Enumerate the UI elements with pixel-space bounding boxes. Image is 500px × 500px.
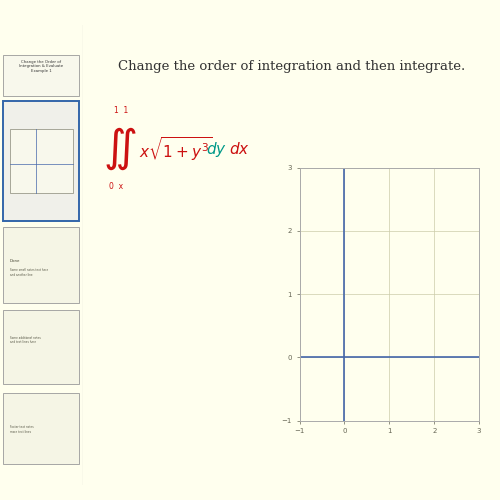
Text: Some small notes text here
and another line: Some small notes text here and another l… bbox=[10, 268, 48, 277]
Text: $dy$: $dy$ bbox=[206, 140, 227, 158]
Text: $x\sqrt{1+y^3}$: $x\sqrt{1+y^3}$ bbox=[139, 136, 212, 163]
FancyBboxPatch shape bbox=[4, 393, 79, 464]
Text: Footer text notes
more text lines: Footer text notes more text lines bbox=[10, 426, 34, 434]
Text: Done: Done bbox=[10, 259, 20, 263]
Text: 1  1: 1 1 bbox=[114, 106, 128, 114]
FancyBboxPatch shape bbox=[4, 228, 79, 304]
Text: Change the Order of
Integration & Evaluate
Example 1: Change the Order of Integration & Evalua… bbox=[19, 60, 64, 73]
Text: Change the order of integration and then integrate.: Change the order of integration and then… bbox=[118, 60, 465, 73]
FancyBboxPatch shape bbox=[4, 310, 79, 384]
FancyBboxPatch shape bbox=[4, 101, 79, 220]
FancyBboxPatch shape bbox=[10, 128, 72, 193]
Text: Some additional notes
and text lines here: Some additional notes and text lines her… bbox=[10, 336, 40, 344]
Text: $\iint$: $\iint$ bbox=[104, 126, 137, 172]
FancyBboxPatch shape bbox=[4, 55, 79, 96]
Text: 0  x: 0 x bbox=[109, 182, 123, 192]
Text: $dx$: $dx$ bbox=[230, 141, 250, 157]
